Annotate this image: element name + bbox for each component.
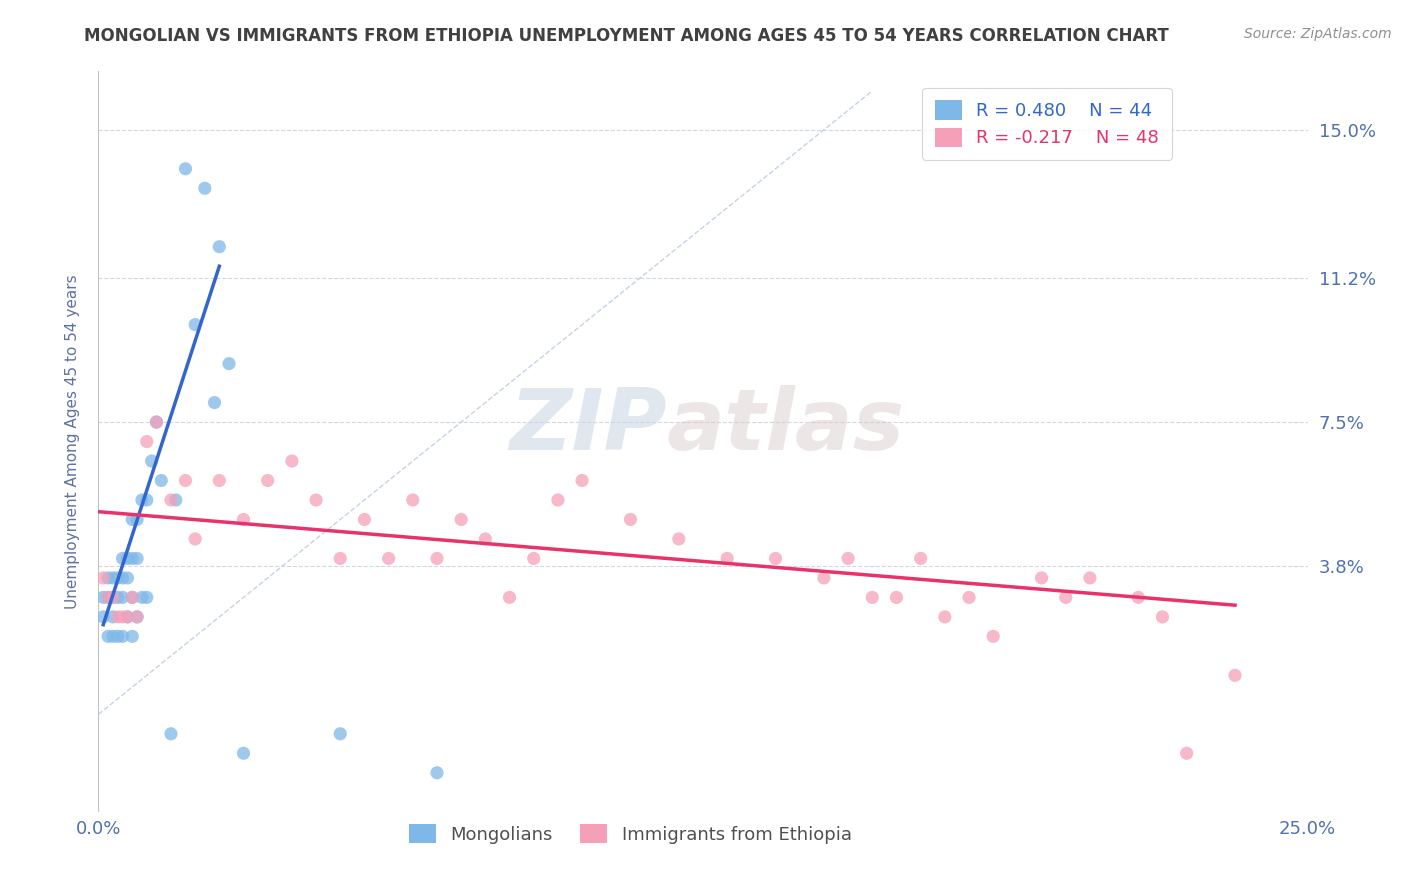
Point	[107, 629, 129, 643]
Point	[101, 629, 124, 643]
Point	[174, 161, 197, 176]
Point	[150, 474, 173, 488]
Point	[208, 240, 231, 254]
Point	[281, 454, 304, 468]
Point	[957, 591, 980, 605]
Point	[117, 610, 139, 624]
Point	[101, 591, 124, 605]
Point	[837, 551, 859, 566]
Point	[101, 591, 124, 605]
Point	[145, 415, 167, 429]
Point	[91, 571, 114, 585]
Point	[121, 629, 143, 643]
Point	[498, 591, 520, 605]
Point	[131, 493, 153, 508]
Point	[619, 512, 641, 526]
Y-axis label: Unemployment Among Ages 45 to 54 years: Unemployment Among Ages 45 to 54 years	[65, 274, 80, 609]
Point	[184, 532, 207, 546]
Point	[121, 591, 143, 605]
Point	[981, 629, 1004, 643]
Point	[1054, 591, 1077, 605]
Point	[135, 591, 157, 605]
Point	[1078, 571, 1101, 585]
Point	[194, 181, 217, 195]
Point	[208, 474, 231, 488]
Point	[111, 629, 134, 643]
Point	[97, 591, 120, 605]
Text: MONGOLIAN VS IMMIGRANTS FROM ETHIOPIA UNEMPLOYMENT AMONG AGES 45 TO 54 YEARS COR: MONGOLIAN VS IMMIGRANTS FROM ETHIOPIA UN…	[84, 27, 1170, 45]
Point	[101, 571, 124, 585]
Point	[97, 629, 120, 643]
Point	[121, 512, 143, 526]
Point	[860, 591, 883, 605]
Point	[353, 512, 375, 526]
Point	[117, 571, 139, 585]
Point	[305, 493, 328, 508]
Point	[934, 610, 956, 624]
Point	[117, 610, 139, 624]
Point	[426, 551, 449, 566]
Point	[127, 610, 149, 624]
Text: atlas: atlas	[666, 385, 905, 468]
Point	[127, 551, 149, 566]
Point	[111, 610, 134, 624]
Point	[232, 746, 254, 760]
Point	[377, 551, 399, 566]
Point	[813, 571, 835, 585]
Point	[127, 512, 149, 526]
Point	[256, 474, 278, 488]
Point	[107, 591, 129, 605]
Point	[474, 532, 496, 546]
Point	[571, 474, 593, 488]
Point	[716, 551, 738, 566]
Point	[131, 591, 153, 605]
Point	[204, 395, 226, 409]
Point	[91, 591, 114, 605]
Point	[547, 493, 569, 508]
Point	[107, 571, 129, 585]
Point	[1031, 571, 1053, 585]
Point	[141, 454, 163, 468]
Point	[668, 532, 690, 546]
Text: ZIP: ZIP	[509, 385, 666, 468]
Point	[97, 591, 120, 605]
Point	[111, 591, 134, 605]
Point	[174, 474, 197, 488]
Point	[426, 765, 449, 780]
Point	[1175, 746, 1198, 760]
Point	[127, 610, 149, 624]
Point	[218, 357, 240, 371]
Point	[184, 318, 207, 332]
Point	[97, 571, 120, 585]
Point	[135, 434, 157, 449]
Point	[450, 512, 472, 526]
Point	[160, 727, 183, 741]
Point	[111, 551, 134, 566]
Point	[1152, 610, 1174, 624]
Point	[121, 551, 143, 566]
Point	[523, 551, 546, 566]
Point	[329, 727, 352, 741]
Point	[145, 415, 167, 429]
Point	[402, 493, 425, 508]
Point	[1223, 668, 1246, 682]
Point	[160, 493, 183, 508]
Point	[165, 493, 187, 508]
Point	[135, 493, 157, 508]
Point	[111, 571, 134, 585]
Point	[232, 512, 254, 526]
Point	[329, 551, 352, 566]
Point	[101, 610, 124, 624]
Text: Source: ZipAtlas.com: Source: ZipAtlas.com	[1244, 27, 1392, 41]
Point	[765, 551, 787, 566]
Point	[107, 610, 129, 624]
Point	[117, 551, 139, 566]
Point	[121, 591, 143, 605]
Point	[91, 610, 114, 624]
Point	[910, 551, 932, 566]
Point	[886, 591, 908, 605]
Point	[1128, 591, 1150, 605]
Legend: Mongolians, Immigrants from Ethiopia: Mongolians, Immigrants from Ethiopia	[398, 813, 862, 855]
